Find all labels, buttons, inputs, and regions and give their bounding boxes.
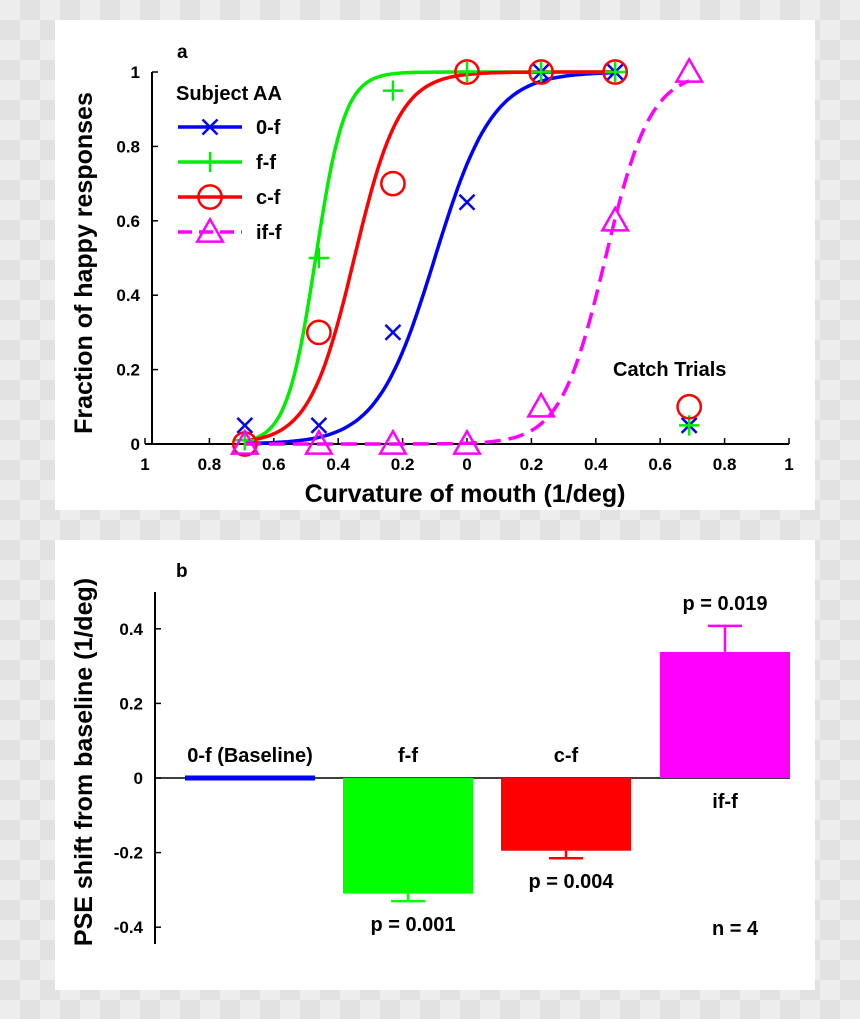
p-value-label: p = 0.004	[528, 871, 614, 893]
x-tick-label: 0.4	[584, 455, 608, 474]
panel-a-y-axis-label: Fraction of happy responses	[70, 92, 98, 434]
y-tick-label: 0.2	[116, 361, 140, 380]
data-point-c-f	[380, 170, 406, 197]
category-label: c-f	[554, 745, 579, 767]
p-value-label: p = 0.001	[370, 914, 455, 936]
y-tick-label: 0.6	[116, 212, 140, 231]
b-y-tick-label: 0.2	[119, 694, 143, 713]
legend-label-0-f: 0-f	[256, 117, 281, 139]
panel-b: b -0.4 -0.2 0 0.2 0.4 0-f (Baseline) f-f p = 0…	[70, 561, 790, 946]
data-point-if-f	[229, 428, 260, 455]
x-tick-label: 0.8	[713, 455, 737, 474]
legend-label-c-f: c-f	[256, 187, 281, 209]
legend-marker-0-f	[201, 118, 219, 136]
legend-marker-c-f	[197, 184, 223, 210]
b-y-tick-label: 0.4	[119, 620, 143, 639]
legend-marker-f-f	[199, 151, 221, 173]
y-tick-label: 1	[131, 63, 140, 82]
panel-a-background	[55, 20, 815, 510]
catch-point-c-f	[676, 393, 703, 420]
p-value-label: p = 0.019	[682, 593, 767, 615]
data-point-if-f	[303, 428, 334, 455]
catch-trials-label: Catch Trials	[613, 359, 726, 381]
bar-f-f	[343, 778, 473, 894]
panel-a: a 1 0.8 0.6 0.4 0.2 0 0.2 0.4 0.6 0.8 100.20.40.60…	[70, 42, 794, 508]
category-label: f-f	[398, 745, 418, 767]
bar-c-f	[501, 778, 631, 851]
legend: Subject AA 0-f f-f c-f if-f	[176, 83, 282, 244]
data-point-c-f	[306, 319, 332, 346]
b-y-tick-label: 0	[134, 769, 143, 788]
bar-if-f	[660, 651, 790, 778]
panel-b-label: b	[176, 561, 188, 582]
data-point-0-f	[236, 417, 254, 434]
fit-curve-if-f	[244, 79, 690, 446]
n-label: n = 4	[712, 918, 759, 940]
x-tick-label: 1	[784, 455, 793, 474]
data-point-c-f	[602, 59, 628, 85]
data-point-if-f	[452, 428, 482, 455]
data-point-0-f	[310, 417, 328, 434]
x-tick-label: 0.6	[262, 455, 286, 474]
x-tick-label: 0.2	[520, 455, 544, 474]
data-point-0-f	[458, 193, 476, 211]
legend-title: Subject AA	[176, 83, 282, 105]
category-label: 0-f (Baseline)	[187, 745, 313, 767]
category-label: if-f	[712, 791, 738, 813]
data-point-if-f	[674, 56, 705, 83]
y-tick-label: 0.8	[116, 137, 140, 156]
data-point-if-f	[526, 391, 556, 418]
y-tick-label: 0	[131, 435, 140, 454]
data-point-f-f	[382, 80, 404, 101]
legend-marker-if-f	[195, 216, 225, 243]
x-tick-label: 0.2	[391, 455, 415, 474]
x-tick-label: 0.6	[648, 455, 672, 474]
data-point-if-f	[600, 205, 631, 232]
x-tick-label: 0.4	[326, 455, 350, 474]
data-point-c-f	[528, 59, 554, 85]
data-point-f-f	[604, 61, 626, 83]
legend-label-if-f: if-f	[256, 222, 282, 244]
bar-0-f (Baseline)	[185, 775, 315, 781]
data-point-c-f	[454, 59, 480, 85]
y-tick-label: 0.4	[116, 286, 140, 305]
fit-curve-0-f	[244, 70, 616, 446]
x-tick-label: 0.8	[198, 455, 222, 474]
b-y-tick-label: -0.2	[114, 844, 143, 863]
data-point-f-f	[308, 247, 330, 269]
data-point-if-f	[378, 428, 408, 455]
data-point-f-f	[456, 61, 478, 83]
panel-b-y-axis-label: PSE shift from baseline (1/deg)	[70, 578, 98, 946]
data-point-0-f	[384, 324, 402, 341]
panel-a-label: a	[177, 42, 188, 63]
x-axis-label: Curvature of mouth (1/deg)	[305, 480, 626, 508]
x-tick-label: 1	[140, 455, 149, 474]
x-tick-label: 0	[462, 455, 471, 474]
legend-label-f-f: f-f	[256, 152, 276, 174]
data-point-f-f	[530, 61, 552, 83]
b-y-tick-label: -0.4	[114, 918, 144, 937]
